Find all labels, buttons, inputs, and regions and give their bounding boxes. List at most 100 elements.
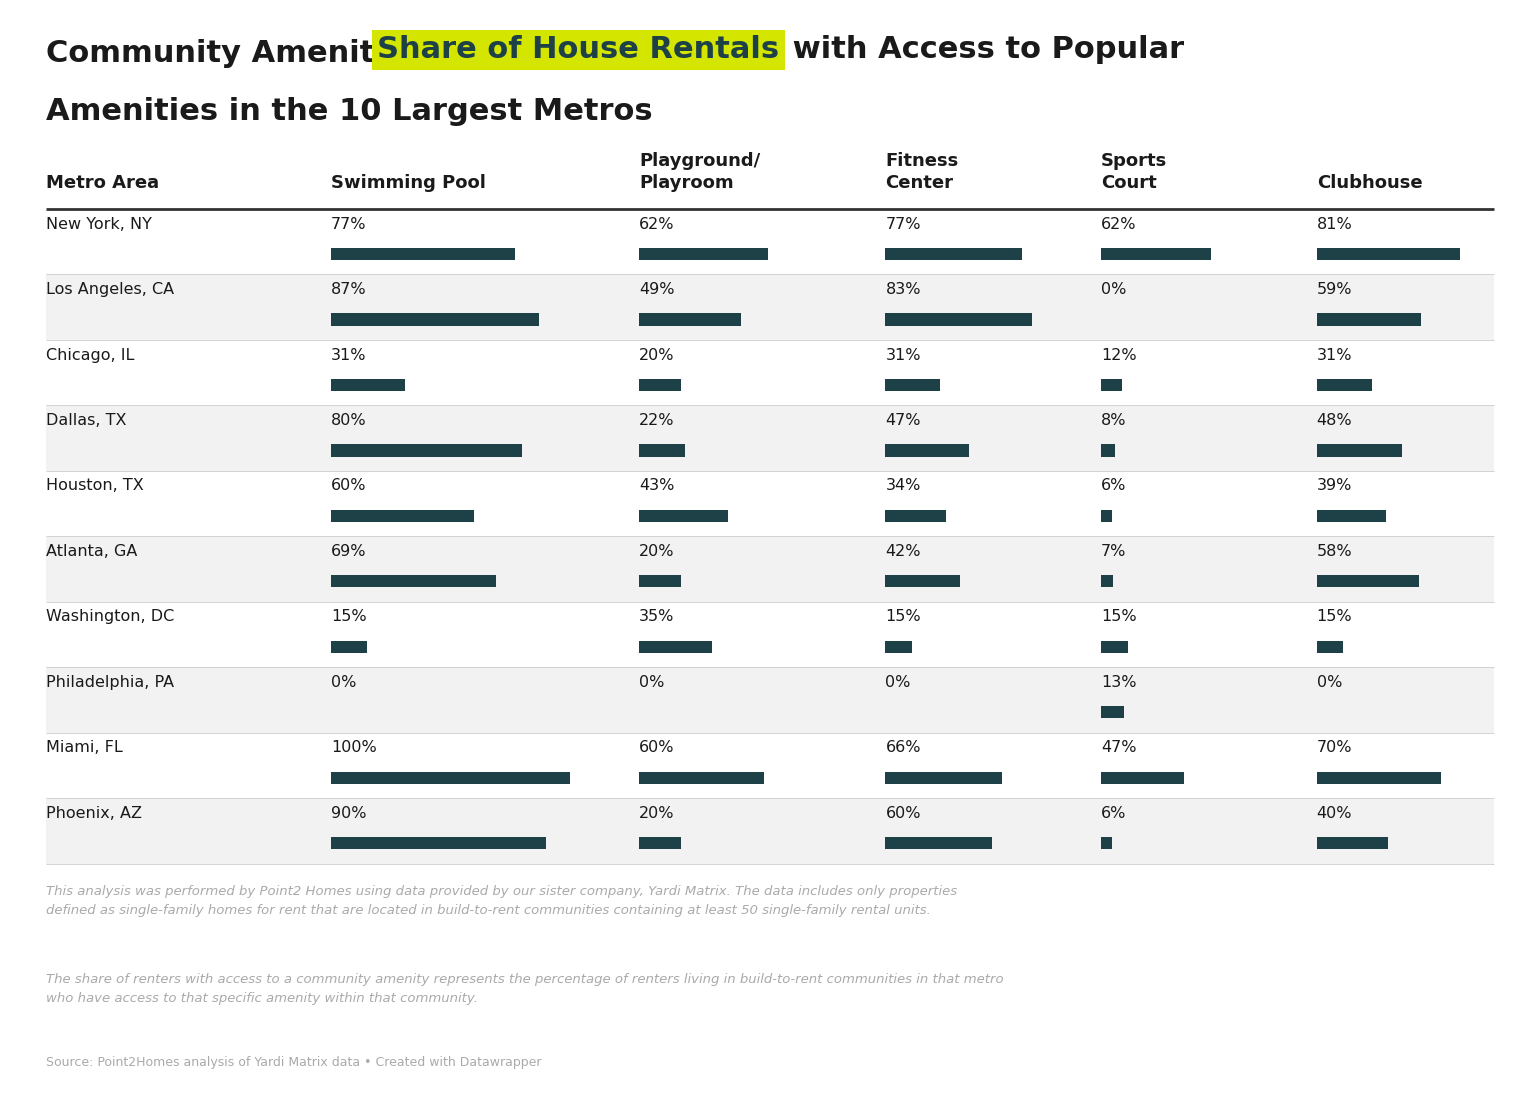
- Bar: [46, 471, 1494, 536]
- Text: with Access to Popular: with Access to Popular: [782, 35, 1184, 64]
- Bar: [885, 378, 941, 390]
- Text: 70%: 70%: [1317, 740, 1352, 756]
- Text: 6%: 6%: [1101, 805, 1126, 821]
- Text: 47%: 47%: [1101, 740, 1137, 756]
- Bar: [46, 602, 1494, 667]
- Text: 13%: 13%: [1101, 675, 1137, 690]
- Text: Sports
Court: Sports Court: [1101, 152, 1167, 192]
- Bar: [331, 772, 570, 783]
- Text: 90%: 90%: [331, 805, 367, 821]
- Bar: [1317, 509, 1386, 521]
- Bar: [46, 537, 1494, 602]
- Bar: [46, 799, 1494, 864]
- Text: 0%: 0%: [885, 675, 910, 690]
- Bar: [885, 444, 969, 456]
- Bar: [885, 509, 946, 521]
- Text: Playground/
Playroom: Playground/ Playroom: [639, 152, 761, 192]
- Text: The share of renters with access to a community amenity represents the percentag: The share of renters with access to a co…: [46, 974, 1004, 1005]
- Bar: [1101, 706, 1124, 718]
- Bar: [885, 248, 1023, 260]
- Bar: [1317, 314, 1421, 326]
- Text: Dallas, TX: Dallas, TX: [46, 414, 126, 428]
- Bar: [331, 444, 522, 456]
- Bar: [1317, 248, 1460, 260]
- Text: 31%: 31%: [331, 348, 367, 363]
- Text: Miami, FL: Miami, FL: [46, 740, 123, 756]
- Text: 43%: 43%: [639, 478, 675, 494]
- Bar: [639, 248, 768, 260]
- Bar: [885, 772, 1003, 783]
- Bar: [639, 509, 728, 521]
- Text: 39%: 39%: [1317, 478, 1352, 494]
- Text: 15%: 15%: [885, 609, 921, 625]
- Text: 62%: 62%: [639, 217, 675, 232]
- Bar: [885, 640, 912, 653]
- Bar: [46, 340, 1494, 405]
- Bar: [46, 209, 1494, 274]
- Bar: [1101, 837, 1112, 849]
- Bar: [1317, 772, 1441, 783]
- Bar: [331, 575, 496, 587]
- Text: 0%: 0%: [639, 675, 664, 690]
- Text: 22%: 22%: [639, 414, 675, 428]
- Text: 31%: 31%: [1317, 348, 1352, 363]
- Bar: [1317, 444, 1401, 456]
- Bar: [639, 575, 681, 587]
- Bar: [331, 314, 539, 326]
- Text: 15%: 15%: [1101, 609, 1137, 625]
- Text: 34%: 34%: [885, 478, 921, 494]
- Text: Community Amenities:: Community Amenities:: [46, 39, 447, 67]
- Text: 47%: 47%: [885, 414, 921, 428]
- Text: Share of House Rentals: Share of House Rentals: [377, 35, 779, 64]
- Bar: [1101, 444, 1115, 456]
- Text: 20%: 20%: [639, 544, 675, 559]
- Bar: [1101, 772, 1184, 783]
- Bar: [46, 733, 1494, 799]
- Text: 20%: 20%: [639, 348, 675, 363]
- Bar: [1317, 575, 1420, 587]
- Text: 49%: 49%: [639, 282, 675, 297]
- Bar: [885, 575, 959, 587]
- Text: 66%: 66%: [885, 740, 921, 756]
- Bar: [1101, 378, 1123, 390]
- Bar: [331, 248, 514, 260]
- Bar: [1101, 509, 1112, 521]
- Text: 8%: 8%: [1101, 414, 1127, 428]
- Text: 60%: 60%: [639, 740, 675, 756]
- Text: 15%: 15%: [1317, 609, 1352, 625]
- Text: 83%: 83%: [885, 282, 921, 297]
- Text: Philadelphia, PA: Philadelphia, PA: [46, 675, 174, 690]
- Text: Phoenix, AZ: Phoenix, AZ: [46, 805, 142, 821]
- Bar: [46, 406, 1494, 471]
- Text: 40%: 40%: [1317, 805, 1352, 821]
- Text: 69%: 69%: [331, 544, 367, 559]
- Bar: [639, 837, 681, 849]
- Text: 100%: 100%: [331, 740, 377, 756]
- Text: 6%: 6%: [1101, 478, 1126, 494]
- Text: Clubhouse: Clubhouse: [1317, 175, 1423, 192]
- Text: 7%: 7%: [1101, 544, 1126, 559]
- Bar: [1317, 378, 1372, 390]
- Bar: [46, 667, 1494, 733]
- Bar: [331, 509, 474, 521]
- Text: Fitness
Center: Fitness Center: [885, 152, 959, 192]
- Text: 77%: 77%: [331, 217, 367, 232]
- Text: This analysis was performed by Point2 Homes using data provided by our sister co: This analysis was performed by Point2 Ho…: [46, 886, 958, 917]
- Bar: [331, 640, 367, 653]
- Text: 12%: 12%: [1101, 348, 1137, 363]
- Text: 59%: 59%: [1317, 282, 1352, 297]
- Bar: [639, 314, 741, 326]
- Text: 62%: 62%: [1101, 217, 1137, 232]
- Bar: [639, 378, 681, 390]
- Bar: [1101, 640, 1127, 653]
- Bar: [885, 837, 992, 849]
- Text: 48%: 48%: [1317, 414, 1352, 428]
- Text: 80%: 80%: [331, 414, 367, 428]
- Text: Atlanta, GA: Atlanta, GA: [46, 544, 137, 559]
- Text: 42%: 42%: [885, 544, 921, 559]
- Bar: [1101, 575, 1113, 587]
- Text: Source: Point2Homes analysis of Yardi Matrix data • Created with Datawrapper: Source: Point2Homes analysis of Yardi Ma…: [46, 1056, 542, 1069]
- Bar: [1101, 248, 1210, 260]
- Text: 60%: 60%: [331, 478, 367, 494]
- Text: Amenities in the 10 Largest Metros: Amenities in the 10 Largest Metros: [46, 97, 653, 125]
